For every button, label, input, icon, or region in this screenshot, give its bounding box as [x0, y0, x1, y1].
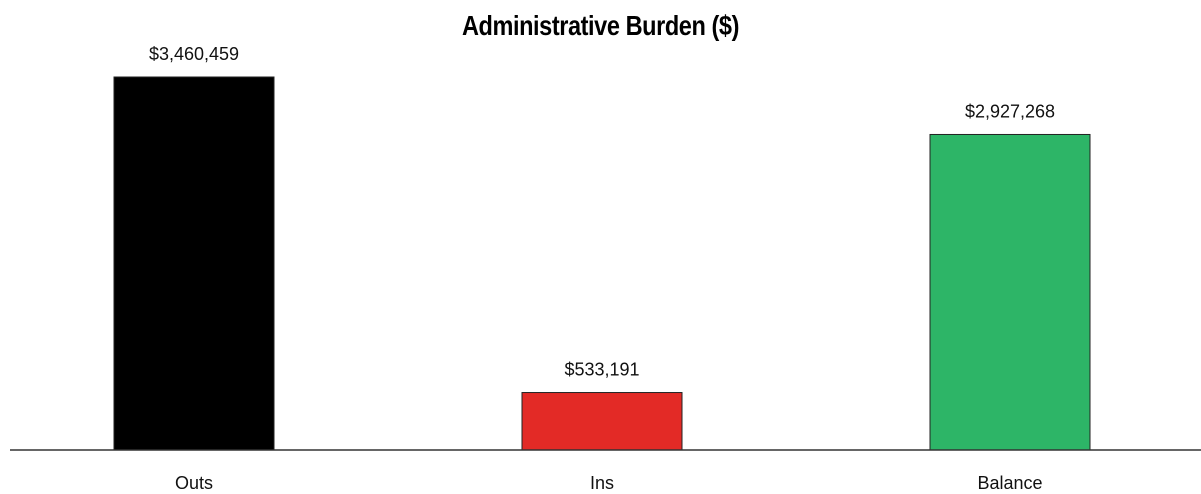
value-label-outs: $3,460,459 [149, 44, 239, 64]
bar-outs [113, 76, 275, 451]
category-label-balance: Balance [977, 473, 1042, 493]
value-label-ins: $533,191 [564, 360, 639, 380]
value-label-balance: $2,927,268 [965, 101, 1055, 121]
chart-title: Administrative Burden ($) [461, 10, 740, 41]
bar-ins [521, 392, 683, 451]
category-label-outs: Outs [175, 473, 213, 493]
bar-balance [929, 133, 1091, 451]
labels-layer: $3,460,459 Outs $533,191 Ins $2,927,268 Balan… [149, 44, 1055, 493]
category-label-ins: Ins [590, 473, 614, 493]
bars-layer [113, 76, 1091, 451]
